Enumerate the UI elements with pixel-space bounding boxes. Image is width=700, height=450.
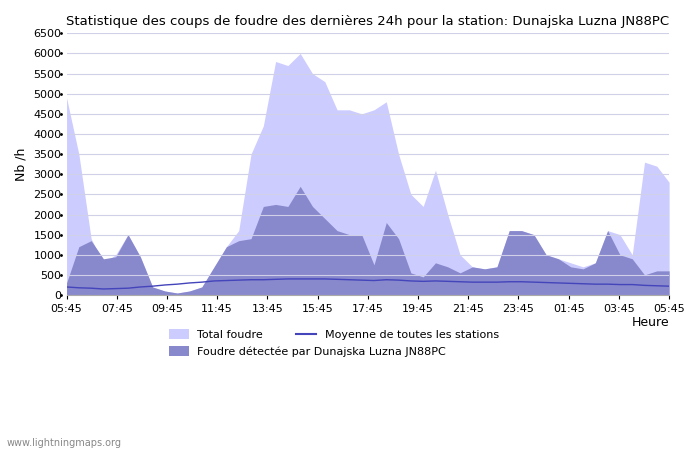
Y-axis label: Nb /h: Nb /h: [15, 148, 28, 181]
Title: Statistique des coups de foudre des dernières 24h pour la station: Dunajska Luzn: Statistique des coups de foudre des dern…: [66, 15, 669, 28]
Text: www.lightningmaps.org: www.lightningmaps.org: [7, 438, 122, 448]
Text: Heure: Heure: [631, 316, 669, 329]
Legend: Foudre détectée par Dunajska Luzna JN88PC: Foudre détectée par Dunajska Luzna JN88P…: [169, 346, 446, 357]
